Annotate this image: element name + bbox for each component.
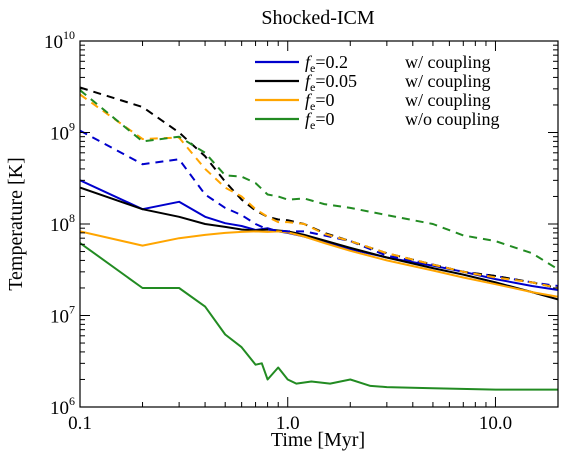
y-tick-label: 106: [50, 394, 75, 419]
chart-title: Shocked-ICM: [261, 7, 375, 29]
series-line-green-solid: [80, 242, 558, 391]
tick-labels-layer: 0.1 1.0 10.0 106 107 108 109 1010: [44, 28, 512, 434]
y-tick-label: 108: [50, 211, 75, 236]
legend-label: fe=0: [305, 90, 335, 113]
legend-label: fe=0.05: [305, 71, 357, 94]
legend-entry: fe=0.2 w/ coupling: [255, 52, 491, 75]
legend-entry: fe=0 w/o coupling: [255, 109, 500, 132]
y-tick-label: 109: [50, 120, 75, 145]
series-line-blue-solid: [80, 179, 558, 291]
y-axis-label: Temperature [K]: [5, 157, 27, 291]
x-axis-label: Time [Myr]: [271, 429, 365, 451]
legend-label: fe=0: [305, 109, 335, 132]
legend-entry: fe=0.05 w/ coupling: [255, 71, 491, 94]
series-line-orange-dashed: [80, 93, 558, 289]
y-tick-label: 107: [50, 303, 75, 328]
y-tick-label: 1010: [44, 28, 75, 53]
legend-note: w/ coupling: [405, 71, 491, 91]
series-layer: [80, 86, 558, 391]
legend: fe=0.2 w/ coupling fe=0.05 w/ coupling fe=0 w…: [255, 52, 500, 132]
series-line-orange-solid: [80, 230, 558, 298]
legend-note: w/ coupling: [405, 90, 491, 110]
legend-label: fe=0.2: [305, 52, 348, 75]
legend-note: w/o coupling: [405, 109, 500, 129]
ticks-layer: [79, 40, 559, 408]
x-tick-label: 1.0: [276, 413, 300, 434]
x-tick-label: 10.0: [479, 413, 512, 434]
x-tick-label: 0.1: [68, 413, 92, 434]
legend-note: w/ coupling: [405, 52, 491, 72]
legend-entry: fe=0 w/ coupling: [255, 90, 491, 113]
